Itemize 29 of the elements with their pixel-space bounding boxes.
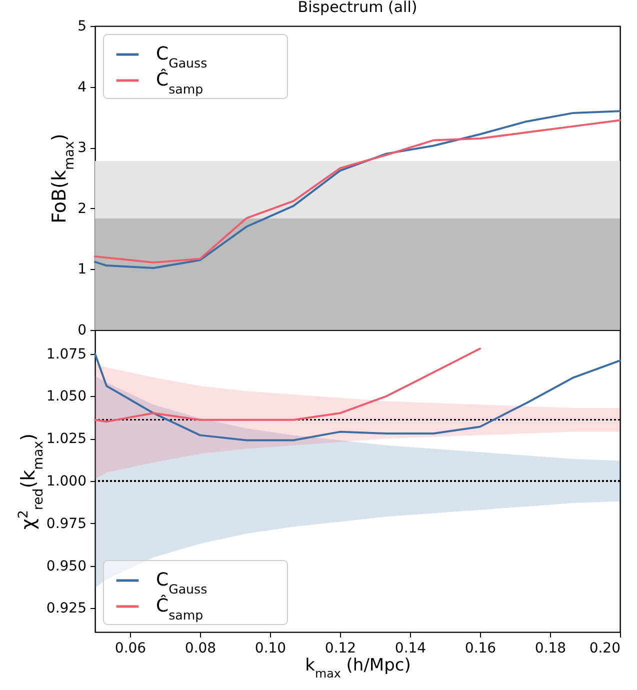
- y-tick-label: 0.975: [46, 516, 86, 532]
- y-tick-label: 1.025: [46, 431, 86, 448]
- y-tick-label: 5: [78, 18, 86, 34]
- x-tick-label: 0.16: [464, 640, 496, 656]
- line-series: [94, 348, 481, 423]
- y-tick-label: 2: [78, 200, 86, 217]
- x-axis-title: k$_{max}$ (h/Mpc): [305, 656, 411, 680]
- legend-label: Ĉ$_{samp}$: [156, 68, 204, 96]
- legend-label: C$_{Gauss}$: [156, 570, 208, 596]
- y-tick-label: 0.950: [46, 558, 86, 574]
- line-series: [94, 352, 621, 442]
- legend-label: Ĉ$_{samp}$: [156, 594, 204, 622]
- y-tick-label: 1.000: [46, 474, 86, 490]
- legend-label: C$_{Gauss}$: [156, 44, 208, 70]
- x-tick-label: 0.06: [114, 640, 146, 656]
- x-tick-label: 0.10: [254, 640, 286, 656]
- x-tick-label: 0.12: [324, 640, 356, 656]
- y-tick-label: 3: [78, 140, 86, 156]
- y-tick-label: 1.050: [46, 388, 86, 405]
- x-tick-label: 0.20: [589, 640, 620, 656]
- y-tick-label: 0: [78, 322, 86, 338]
- y-tick-label: 1.075: [46, 346, 86, 362]
- x-tick-label: 0.18: [534, 640, 566, 656]
- x-tick-label: 0.08: [184, 640, 216, 656]
- y-tick-label: 0.925: [46, 600, 86, 617]
- y-tick-label: 4: [78, 79, 87, 96]
- x-tick-label: 0.14: [394, 640, 426, 656]
- y-tick-label: 1: [78, 262, 86, 278]
- chart-title: Bispectrum (all): [298, 0, 418, 16]
